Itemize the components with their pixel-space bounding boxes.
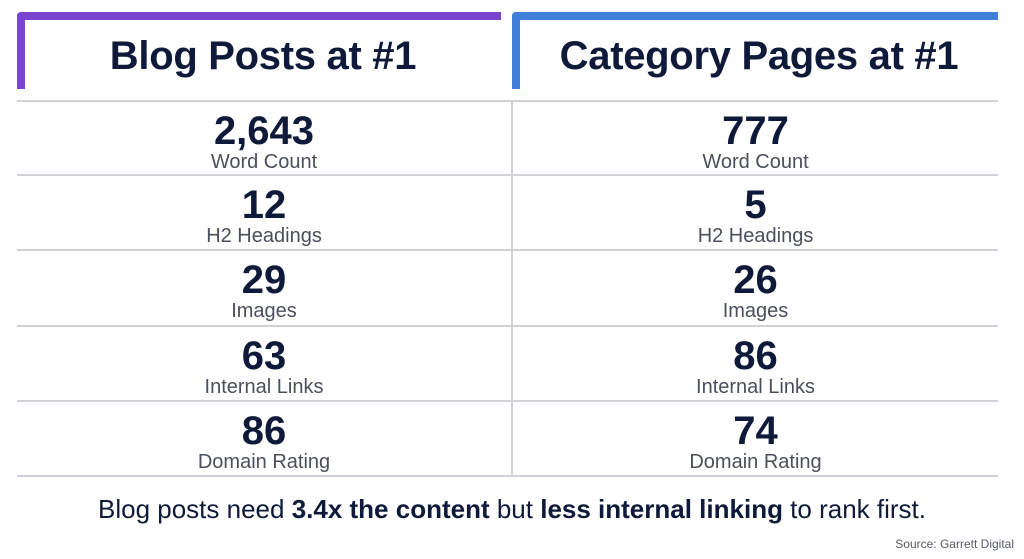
source-credit: Source: Garrett Digital — [895, 537, 1014, 551]
metric-value: 29 — [241, 258, 287, 302]
metric-value: 5 — [744, 183, 767, 227]
metric-label: Images — [231, 300, 297, 322]
table-cell-blog-internal-links: 63 Internal Links — [17, 327, 511, 402]
metric-label: Word Count — [702, 151, 809, 173]
metric-value: 63 — [241, 334, 287, 378]
table-cell-category-images: 26 Images — [513, 251, 998, 326]
accent-bar-top-blue — [512, 12, 998, 20]
table-cell-blog-domain-rating: 86 Domain Rating — [17, 402, 511, 477]
metric-label: H2 Headings — [206, 225, 322, 247]
metric-label: Internal Links — [204, 376, 324, 398]
metric-value: 12 — [241, 183, 287, 227]
table-cell-category-internal-links: 86 Internal Links — [513, 327, 998, 402]
metric-value: 777 — [722, 109, 789, 153]
table-cell-blog-word-count: 2,643 Word Count — [17, 102, 511, 177]
caption-emphasis-content: 3.4x the content — [291, 494, 490, 524]
column-title-blog-posts: Blog Posts at #1 — [109, 34, 417, 78]
row-divider — [17, 325, 998, 327]
metric-value: 86 — [733, 334, 778, 378]
accent-bar-left-purple — [17, 12, 25, 89]
metric-value: 86 — [241, 409, 287, 453]
metric-value: 2,643 — [213, 109, 315, 153]
caption-emphasis-linking: less internal linking — [540, 494, 783, 524]
table-cell-category-word-count: 777 Word Count — [513, 102, 998, 177]
metric-label: H2 Headings — [697, 225, 814, 247]
header-blog-posts: Blog Posts at #1 — [17, 12, 501, 89]
column-divider — [511, 100, 513, 476]
caption-text: but — [489, 494, 541, 524]
metric-label: Images — [722, 300, 789, 322]
caption-text: to rank first. — [782, 494, 926, 524]
row-divider — [17, 400, 998, 402]
row-divider — [17, 174, 998, 176]
header-category-pages: Category Pages at #1 — [512, 12, 998, 89]
metric-label: Domain Rating — [689, 451, 822, 473]
metric-label: Internal Links — [696, 376, 815, 398]
table-cell-category-h2-headings: 5 H2 Headings — [513, 176, 998, 251]
table-cell-blog-h2-headings: 12 H2 Headings — [17, 176, 511, 251]
row-divider — [17, 100, 998, 102]
summary-caption: Blog posts need 3.4x the content but les… — [0, 494, 1024, 525]
metric-label: Word Count — [210, 151, 318, 173]
metric-value: 74 — [733, 409, 778, 453]
accent-bar-top-purple — [17, 12, 501, 20]
table-cell-blog-images: 29 Images — [17, 251, 511, 326]
row-divider — [17, 475, 998, 477]
comparison-table: 2,643 Word Count 777 Word Count 12 H2 He… — [17, 100, 998, 477]
table-cell-category-domain-rating: 74 Domain Rating — [513, 402, 998, 477]
metric-label: Domain Rating — [197, 451, 331, 473]
row-divider — [17, 249, 998, 251]
accent-bar-left-blue — [512, 12, 520, 89]
caption-text: Blog posts need — [97, 494, 292, 524]
column-title-category-pages: Category Pages at #1 — [559, 34, 959, 78]
metric-value: 26 — [733, 258, 778, 302]
